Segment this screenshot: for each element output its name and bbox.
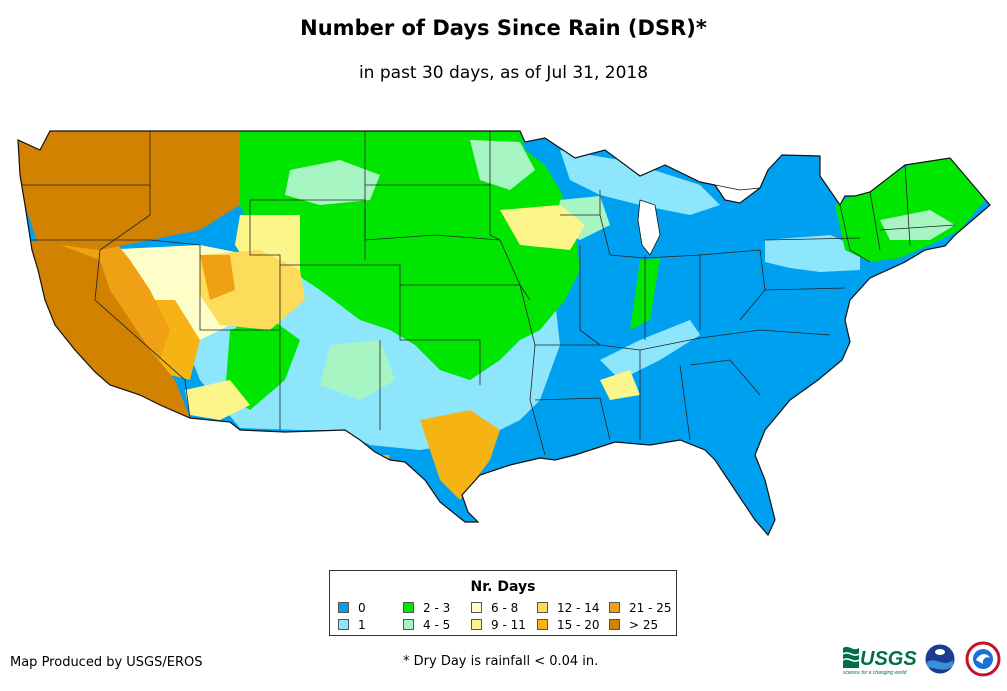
noaa-logo [924,643,956,675]
usgs-text: USGS [860,648,917,670]
legend-item-5: 9 - 11 [471,619,526,632]
nws-logo [965,641,1001,677]
legend-item-9: > 25 [609,619,658,632]
legend-swatch [537,602,548,613]
legend-label: 2 - 3 [423,601,451,615]
legend-label: 1 [358,618,366,632]
legend-label: > 25 [629,618,659,632]
legend-item-3: 4 - 5 [403,619,450,632]
us-dsr-map [17,130,991,536]
legend-label: 6 - 8 [491,601,519,615]
legend-item-8: 21 - 25 [609,602,672,615]
legend-swatch [403,619,414,630]
legend-item-0: 0 [338,602,366,615]
legend-label: 15 - 20 [557,618,600,632]
legend-title: Nr. Days [470,579,536,595]
usgs-logo: USGS science for a changing world [843,646,917,676]
legend-swatch [338,619,349,630]
legend-item-1: 1 [338,619,366,632]
legend-swatch [471,619,482,630]
legend-swatch [609,602,620,613]
legend-swatch [403,602,414,613]
legend-label: 4 - 5 [423,618,451,632]
map-title: Number of Days Since Rain (DSR)* [300,16,707,40]
legend-swatch [471,602,482,613]
legend-label: 12 - 14 [557,601,600,615]
map-subtitle: in past 30 days, as of Jul 31, 2018 [358,63,649,83]
legend-label: 0 [358,601,366,615]
legend-box: Nr. Days 0 1 2 - 3 4 - 5 6 - 8 9 - 11 12… [329,570,677,636]
dry-day-footnote: * Dry Day is rainfall < 0.04 in. [403,654,599,669]
legend-item-6: 12 - 14 [537,602,600,615]
legend-swatch [609,619,620,630]
legend-swatch [537,619,548,630]
agency-logos: USGS science for a changing world [843,641,1001,677]
usgs-tagline: science for a changing world [843,670,907,676]
legend-swatch [338,602,349,613]
legend-item-4: 6 - 8 [471,602,518,615]
legend-label: 21 - 25 [629,601,672,615]
legend-item-7: 15 - 20 [537,619,600,632]
map-credit: Map Produced by USGS/EROS [10,655,203,670]
legend-label: 9 - 11 [491,618,526,632]
legend-item-2: 2 - 3 [403,602,450,615]
